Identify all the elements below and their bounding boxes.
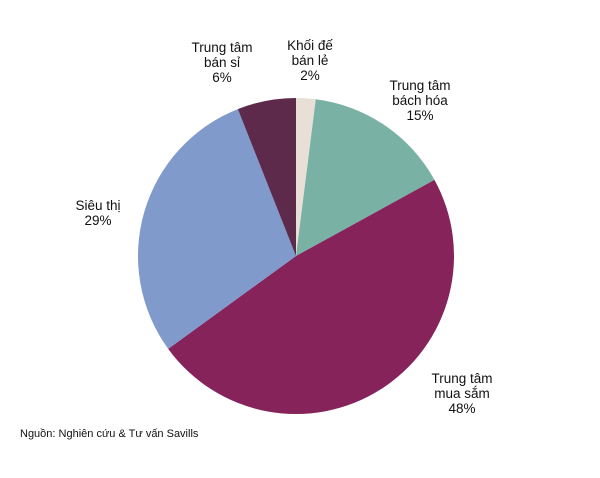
slice-label: Trung tâm bán sỉ 6% <box>186 40 258 85</box>
pie-slice <box>237 98 296 256</box>
category-label: Trung tâm mua sắm <box>431 371 493 401</box>
pie-slice <box>168 179 455 415</box>
source-note: Nguồn: Nghiên cứu & Tư vấn Savills <box>20 428 199 440</box>
category-label: Trung tâm bách hóa <box>389 78 451 108</box>
value-label: 29% <box>84 213 112 228</box>
pie-slice <box>296 99 435 256</box>
category-label: Siêu thị <box>75 198 121 213</box>
slice-label: Siêu thị 29% <box>63 198 133 228</box>
value-label: 48% <box>448 401 476 416</box>
value-label: 15% <box>406 108 434 123</box>
value-label: 6% <box>212 70 232 85</box>
category-label: Khối đế bán lẻ <box>287 38 333 68</box>
category-label: Trung tâm bán sỉ <box>191 40 253 70</box>
value-label: 2% <box>300 68 320 83</box>
slice-label: Trung tâm bách hóa 15% <box>380 78 460 123</box>
slice-label: Trung tâm mua sắm 48% <box>422 371 502 416</box>
slice-label: Khối đế bán lẻ 2% <box>281 38 339 83</box>
pie-slice <box>296 98 316 256</box>
pie-slice <box>138 109 296 349</box>
